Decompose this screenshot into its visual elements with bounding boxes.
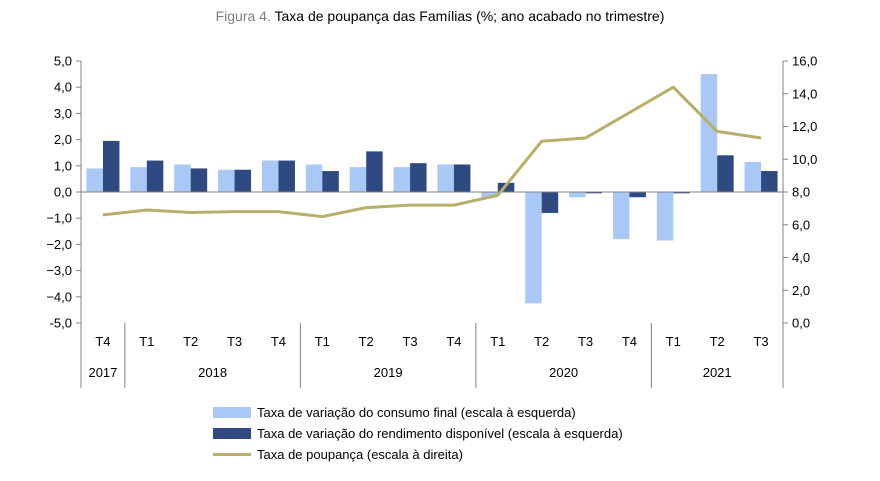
- chart-plot: 5,0 4,0 3,0 2,0 1,0 0,0 −1,0 −2,0 −3,0 −4,0 -5,0 16…: [46, 54, 817, 388]
- quarter-label: T4: [271, 334, 286, 349]
- quarter-label: T2: [183, 334, 198, 349]
- year-label: 2018: [198, 365, 227, 380]
- income-bar: [717, 155, 734, 192]
- quarter-label: T4: [446, 334, 461, 349]
- left-axis-tick-label: −4,0: [46, 289, 72, 304]
- quarter-label: T1: [666, 334, 681, 349]
- quarter-label: T1: [490, 334, 505, 349]
- income-bar: [278, 160, 295, 192]
- right-axis-tick-label: 6,0: [792, 217, 810, 232]
- consumption-bar: [700, 74, 718, 192]
- income-bar: [102, 140, 120, 192]
- consumption-bar: [218, 169, 235, 192]
- legend-swatch-savings: [213, 453, 251, 456]
- year-label: 2021: [703, 365, 732, 380]
- consumption-bar: [481, 192, 498, 198]
- legend-swatch-income: [213, 428, 251, 439]
- left-axis-tick-label: -5,0: [50, 316, 72, 331]
- quarter-label: T3: [753, 334, 768, 349]
- left-axis-tick-label: 5,0: [54, 54, 72, 69]
- year-label: 2020: [549, 365, 578, 380]
- legend-label-savings: Taxa de poupança (escala à direita): [257, 447, 463, 462]
- left-axis-tick-label: −2,0: [46, 237, 72, 252]
- income-bar: [629, 192, 646, 198]
- figure-title: Taxa de poupança das Famílias (%; ano ac…: [274, 8, 665, 24]
- right-axis-tick-label: 8,0: [792, 185, 810, 200]
- consumption-bar: [174, 164, 191, 192]
- consumption-bar: [261, 160, 279, 192]
- left-axis-tick-label: 3,0: [54, 106, 72, 121]
- right-axis-tick-label: 4,0: [792, 250, 810, 265]
- legend-label-consumption: Taxa de variação do consumo final (escal…: [257, 405, 576, 420]
- quarter-label: T1: [139, 334, 154, 349]
- quarter-label: T3: [227, 334, 242, 349]
- consumption-bar: [525, 192, 542, 304]
- consumption-bar: [349, 167, 367, 192]
- quarter-label: T3: [402, 334, 417, 349]
- quarter-label: T4: [95, 334, 110, 349]
- quarter-label: T2: [359, 334, 374, 349]
- income-bar: [453, 164, 471, 192]
- legend-label-income: Taxa de variação do rendimento disponíve…: [257, 426, 623, 441]
- left-axis-tick-label: −1,0: [46, 211, 72, 226]
- left-axis-tick-label: 1,0: [54, 158, 72, 173]
- consumption-bar: [656, 192, 674, 241]
- chart-title: Figura 4. Taxa de poupança das Famílias …: [0, 8, 880, 24]
- legend-item-consumption: Taxa de variação do consumo final (escal…: [213, 402, 623, 423]
- income-bar: [673, 192, 690, 194]
- legend: Taxa de variação do consumo final (escal…: [213, 402, 623, 465]
- quarter-label: T4: [622, 334, 637, 349]
- quarter-label: T1: [315, 334, 330, 349]
- right-axis-tick-label: 10,0: [792, 152, 817, 167]
- left-axis-tick-label: 2,0: [54, 132, 72, 147]
- consumption-bar: [393, 167, 411, 192]
- income-bar: [322, 171, 339, 192]
- year-label: 2019: [374, 365, 403, 380]
- left-axis-tick-label: −3,0: [46, 263, 72, 278]
- left-axis-tick-label: 0,0: [54, 185, 72, 200]
- figure-label: Figura 4.: [215, 8, 271, 24]
- left-axis-tick-label: 4,0: [54, 80, 72, 95]
- income-bar: [234, 169, 252, 192]
- consumption-bar: [744, 161, 762, 192]
- quarter-label: T2: [534, 334, 549, 349]
- consumption-bar: [569, 192, 586, 198]
- income-bar: [190, 168, 208, 192]
- savings-line: [102, 85, 762, 219]
- income-bar: [761, 171, 778, 192]
- legend-item-income: Taxa de variação do rendimento disponíve…: [213, 423, 623, 444]
- legend-swatch-consumption: [213, 407, 251, 418]
- income-bar: [585, 192, 603, 194]
- quarter-label: T3: [578, 334, 593, 349]
- right-axis-tick-label: 2,0: [792, 283, 810, 298]
- right-axis-tick-label: 16,0: [792, 54, 817, 69]
- income-bar: [410, 163, 427, 192]
- right-axis-tick-label: 12,0: [792, 119, 817, 134]
- right-axis-tick-label: 14,0: [792, 86, 817, 101]
- income-bar: [541, 192, 559, 213]
- income-bar: [146, 160, 164, 192]
- consumption-bar: [612, 192, 630, 240]
- right-axis-tick-label: 0,0: [792, 316, 810, 331]
- income-bar: [366, 151, 383, 192]
- consumption-bar: [130, 167, 147, 192]
- consumption-bar: [305, 164, 323, 192]
- quarter-label: T2: [710, 334, 725, 349]
- legend-item-savings: Taxa de poupança (escala à direita): [213, 444, 623, 465]
- year-label: 2017: [88, 365, 117, 380]
- consumption-bar: [86, 168, 103, 192]
- consumption-bar: [437, 164, 454, 192]
